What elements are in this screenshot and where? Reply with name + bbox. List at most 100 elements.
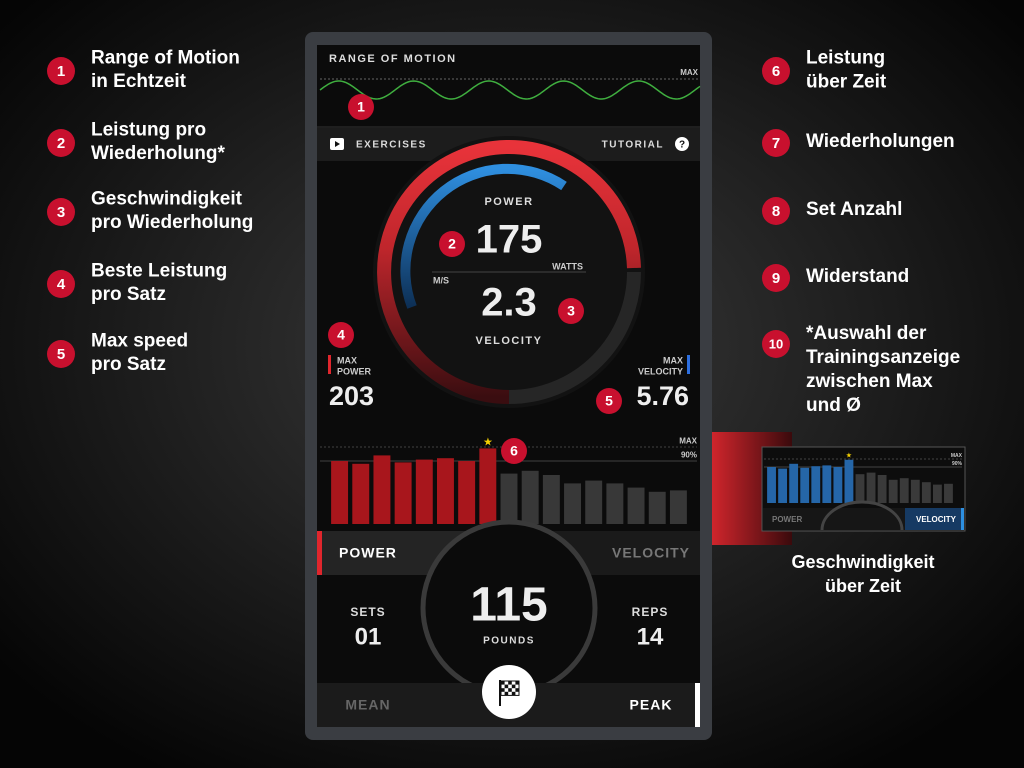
- annotation-text: und Ø: [806, 395, 861, 416]
- bar: [564, 483, 581, 524]
- badge-number: 2: [448, 236, 456, 252]
- tutorial-button[interactable]: TUTORIAL: [602, 140, 664, 151]
- annotation-text: Trainingsanzeige: [806, 347, 960, 368]
- bar: [394, 462, 412, 524]
- annotation-text: in Echtzeit: [91, 71, 187, 92]
- inset-chart: MAX 90% ★: [764, 451, 963, 503]
- annotation-text: Geschwindigkeit: [91, 189, 243, 210]
- annotation-text: pro Satz: [91, 284, 166, 305]
- mode-indicator: [695, 683, 700, 727]
- flag-cell: [501, 688, 505, 692]
- power-value: 175: [476, 218, 543, 262]
- reference-label: MAX: [679, 437, 697, 446]
- badge: [558, 298, 584, 324]
- bar: [373, 455, 391, 524]
- bar: [822, 465, 832, 503]
- finish-button[interactable]: [482, 665, 536, 719]
- max-velocity-value: 5.76: [636, 381, 689, 411]
- rom-max-label: MAX: [680, 68, 698, 77]
- bar: [648, 491, 666, 524]
- annotation-text: Widerstand: [806, 266, 909, 287]
- badge: [328, 322, 354, 348]
- badge-number: 4: [57, 276, 66, 293]
- rom-title: RANGE OF MOTION: [329, 53, 457, 65]
- max-velocity-label: MAX: [663, 355, 683, 365]
- badge: [762, 129, 790, 157]
- power-unit: WATTS: [552, 261, 583, 271]
- flag-cell: [501, 681, 505, 685]
- flag-cell: [504, 684, 509, 689]
- rom-wave: [319, 80, 701, 100]
- bar: [877, 475, 887, 503]
- max-power-value: 203: [329, 381, 374, 411]
- annotation-text: Beste Leistung: [91, 261, 227, 282]
- annotation-text: über Zeit: [806, 72, 887, 93]
- bar: [811, 466, 821, 503]
- bar: [844, 459, 854, 503]
- bar: [910, 479, 920, 503]
- reps-value: 14: [637, 623, 664, 650]
- velocity-tab-label[interactable]: VELOCITY: [612, 545, 690, 561]
- flag-cell: [515, 681, 519, 685]
- bar: [932, 484, 942, 503]
- inset-indicator: [961, 508, 964, 530]
- annotation-text: Wiederholung*: [91, 143, 225, 164]
- badge: [47, 129, 75, 157]
- power-tab-label[interactable]: POWER: [339, 545, 397, 561]
- reference-label: 90%: [952, 461, 963, 467]
- bar: [437, 458, 454, 524]
- bar: [669, 490, 687, 524]
- weight-value: 115: [470, 579, 547, 632]
- bar: [778, 468, 788, 503]
- bar: [944, 483, 953, 503]
- badge-number: 5: [605, 393, 613, 409]
- badge-number: 3: [567, 303, 575, 319]
- max-power-label: POWER: [337, 366, 372, 376]
- bar: [767, 467, 776, 503]
- mean-button[interactable]: MEAN: [345, 697, 390, 713]
- bar: [479, 448, 497, 524]
- flag-cell: [511, 684, 516, 689]
- reps-label: REPS: [632, 605, 669, 619]
- badge-number: 7: [772, 135, 780, 152]
- max-velocity-label: VELOCITY: [638, 366, 683, 376]
- reference-label: MAX: [951, 453, 963, 459]
- max-velocity-marker: [687, 355, 690, 374]
- badge: [762, 264, 790, 292]
- exercises-button[interactable]: EXERCISES: [356, 140, 427, 151]
- power-label: POWER: [484, 196, 533, 208]
- star: ★: [846, 451, 852, 460]
- peak-button[interactable]: PEAK: [630, 697, 673, 713]
- badge: [762, 57, 790, 85]
- bar: [521, 470, 539, 524]
- annotation-text: *Auswahl der: [806, 323, 927, 344]
- flag-outline: [500, 680, 520, 696]
- max-power-label: MAX: [337, 355, 357, 365]
- flag-cell: [508, 681, 512, 685]
- velocity-arc: [400, 163, 567, 309]
- badge-number: 6: [772, 63, 780, 80]
- bar: [606, 483, 624, 524]
- inset-velocity-tab: [905, 508, 964, 530]
- badge: [47, 57, 75, 85]
- annotation-text: pro Wiederholung: [91, 212, 253, 233]
- inset-power-label: POWER: [772, 515, 802, 524]
- badge-number: 5: [57, 346, 65, 363]
- badge-number: 8: [772, 203, 780, 220]
- flag-icon: [499, 680, 520, 706]
- annotation-text: pro Satz: [91, 354, 166, 375]
- badge: [47, 270, 75, 298]
- inset-caption: Geschwindigkeit: [791, 552, 934, 572]
- bar: [331, 461, 349, 524]
- help-icon[interactable]: [675, 137, 689, 151]
- power-arc: [377, 140, 641, 404]
- bar: [627, 487, 645, 524]
- annotation-text: zwischen Max: [806, 371, 933, 392]
- badge: [47, 340, 75, 368]
- flag-cell: [508, 688, 512, 692]
- annotation-text: Wiederholungen: [806, 131, 955, 152]
- velocity-label: VELOCITY: [475, 335, 542, 347]
- annotation-text: Max speed: [91, 331, 188, 352]
- bar: [800, 467, 810, 503]
